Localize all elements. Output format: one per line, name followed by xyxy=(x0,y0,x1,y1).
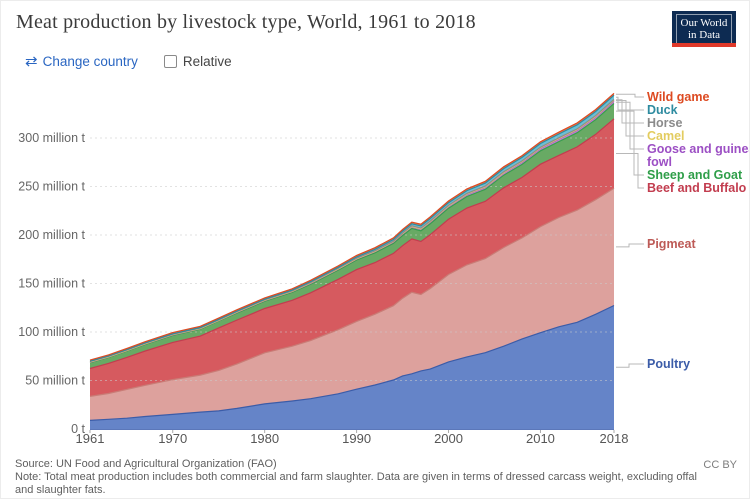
y-axis-label: 100 million t xyxy=(18,325,85,339)
edge-wild-game xyxy=(89,92,615,361)
edge-pigmeat xyxy=(89,187,615,397)
area-poultry[interactable] xyxy=(90,305,614,430)
y-axis-label: 300 million t xyxy=(18,131,85,145)
x-axis-label: 2010 xyxy=(526,431,555,446)
area-pigmeat[interactable] xyxy=(90,188,614,421)
legend-connector xyxy=(616,101,644,150)
y-axis-label: 200 million t xyxy=(18,228,85,242)
edge-duck xyxy=(89,94,615,362)
legend-label-camel[interactable]: Camel xyxy=(647,129,685,143)
legend-connector xyxy=(616,110,644,176)
legend-label-sheep-and-goat[interactable]: Sheep and Goat xyxy=(647,168,743,182)
legend-label-goose-and-guinea-fowl[interactable]: Goose and guinea xyxy=(647,142,750,156)
edge-poultry xyxy=(89,304,615,421)
legend-label-horse[interactable]: Horse xyxy=(647,116,682,130)
legend-label-poultry[interactable]: Poultry xyxy=(647,357,690,371)
legend-connector xyxy=(616,363,644,368)
x-axis-label: 2018 xyxy=(600,431,629,446)
y-axis-label: 0 t xyxy=(71,422,85,436)
legend-label-wild-game[interactable]: Wild game xyxy=(647,90,709,104)
legend-connector xyxy=(616,93,644,98)
stacked-area-chart: 0 t 50 million t 100 million t 150 million … xyxy=(18,90,750,446)
change-country-label: Change country xyxy=(42,54,138,69)
owid-logo-red-bar xyxy=(672,43,736,47)
legend-label-goose-and-guinea-fowl[interactable]: fowl xyxy=(647,155,672,169)
checkbox-icon[interactable] xyxy=(163,55,177,68)
x-axis-label: 1980 xyxy=(250,431,279,446)
legend-label-pigmeat[interactable]: Pigmeat xyxy=(647,237,696,251)
legend-label-duck[interactable]: Duck xyxy=(647,103,678,117)
y-axis-label: 250 million t xyxy=(18,180,85,194)
relative-label: Relative xyxy=(182,54,232,69)
x-axis-label: 1961 xyxy=(76,431,105,446)
note-line: Note: Total meat production includes bot… xyxy=(15,471,697,496)
legend-connector xyxy=(616,243,644,248)
edge-beef-and-buffalo xyxy=(89,118,615,370)
owid-logo-line2: in Data xyxy=(687,29,721,41)
page-title: Meat production by livestock type, World… xyxy=(16,11,476,33)
change-country-button[interactable]: ⇄ Change country xyxy=(25,54,138,69)
y-axis-label: 150 million t xyxy=(18,277,85,291)
relative-checkbox[interactable]: Relative xyxy=(163,54,232,69)
x-axis-label: 1970 xyxy=(158,431,187,446)
owid-logo-line1: Our World xyxy=(680,17,728,29)
chart-footer: Source: UN Food and Agricultural Organiz… xyxy=(15,458,737,497)
owid-logo-text: Our World in Data xyxy=(675,14,733,44)
y-axis-label: 50 million t xyxy=(25,374,85,388)
legend-connector xyxy=(616,100,644,137)
x-axis-label: 1990 xyxy=(342,431,371,446)
legend-connector xyxy=(616,153,644,189)
x-axis-label: 2000 xyxy=(434,431,463,446)
source-line: Source: UN Food and Agricultural Organiz… xyxy=(15,458,277,470)
owid-logo[interactable]: Our World in Data xyxy=(672,11,736,47)
chart-controls: ⇄ Change country Relative xyxy=(25,54,232,69)
legend-connector xyxy=(616,99,644,124)
license-badge[interactable]: CC BY xyxy=(703,459,737,471)
legend-label-beef-and-buffalo[interactable]: Beef and Buffalo xyxy=(647,181,747,195)
legend-connector xyxy=(616,96,644,111)
swap-arrows-icon: ⇄ xyxy=(25,53,38,70)
